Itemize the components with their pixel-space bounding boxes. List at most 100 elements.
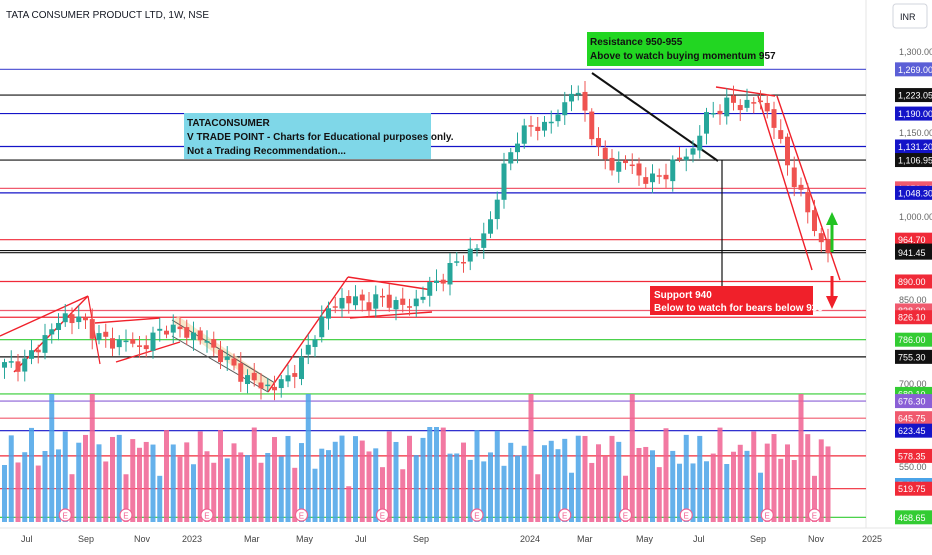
volume-bar — [427, 427, 433, 522]
volume-bar — [535, 474, 541, 522]
candle-body — [656, 175, 662, 177]
candle-body — [305, 344, 311, 355]
candle-body — [690, 148, 696, 155]
volume-bar — [494, 430, 500, 522]
currency-button[interactable] — [892, 3, 928, 29]
candle-body — [751, 102, 757, 104]
volume-bar — [292, 467, 298, 522]
volume-bar — [407, 435, 412, 522]
level-label-bg — [895, 153, 932, 168]
volume-bar — [677, 463, 682, 522]
volume-bar — [643, 446, 649, 522]
volume-bar — [305, 394, 311, 522]
volume-bar — [137, 447, 142, 522]
volume-bar — [616, 441, 622, 522]
volume-bar — [258, 462, 264, 522]
info-line-3: Not a Trading Recommendation... — [187, 146, 346, 157]
candle-body — [143, 345, 149, 350]
candle-body — [677, 157, 682, 160]
resistance-annotation-box[interactable]: Resistance 950-955 Above to watch buying… — [587, 32, 776, 66]
level-label: 468.65 — [898, 513, 926, 523]
time-axis[interactable]: Jul Sep Nov 2023 Mar May Jul Sep 2024 Ma… — [21, 534, 882, 544]
candle-body — [312, 339, 318, 347]
support-line-2: Below to watch for bears below 935 — [654, 303, 823, 314]
candle-body — [764, 102, 770, 112]
level-label: 578.35 — [898, 451, 926, 461]
volume-bar — [123, 474, 129, 522]
volume-bar — [697, 435, 703, 522]
candle-body — [785, 136, 790, 166]
volume-bar — [299, 443, 304, 522]
earnings-icon — [294, 508, 309, 522]
rising-wedge-top — [0, 295, 89, 337]
candle-body — [123, 340, 129, 343]
level-label-bg — [895, 349, 932, 364]
candle-body — [636, 163, 642, 176]
volume-bar — [197, 431, 203, 522]
level-label-bg — [895, 423, 932, 438]
candle-body — [393, 300, 399, 310]
earnings-icon-letter: E — [299, 512, 304, 521]
earnings-icon — [807, 508, 822, 522]
candle-body — [42, 335, 48, 353]
level-label-bg — [895, 310, 932, 325]
earnings-icon — [58, 508, 72, 522]
candle-body — [481, 233, 487, 248]
currency-label: INR — [900, 12, 916, 22]
volume-bar — [231, 443, 237, 522]
price-tick: 1,300.00 — [899, 47, 932, 57]
volume-bar — [116, 434, 122, 522]
candle-body — [204, 341, 210, 343]
time-label: Sep — [750, 534, 766, 544]
level-label-bg — [895, 245, 932, 260]
candle-body — [623, 160, 628, 164]
candle-body — [150, 332, 156, 351]
volume-bar — [798, 394, 804, 522]
candle-body — [744, 99, 750, 108]
candle-body — [15, 361, 21, 372]
candle-body — [400, 298, 406, 305]
candle-body — [427, 281, 433, 296]
flag-lower-line — [349, 311, 433, 319]
candle-body — [488, 219, 493, 234]
volume-bar — [785, 444, 790, 522]
volume-bar — [245, 455, 250, 522]
candle-body — [731, 95, 736, 103]
volume-bar — [690, 463, 696, 522]
candle-body — [616, 161, 622, 172]
candle-body — [528, 125, 534, 127]
volume-bar — [326, 450, 331, 522]
candle-body — [245, 375, 250, 385]
level-label-bg — [895, 481, 932, 496]
candle-body — [575, 92, 581, 95]
candle-body — [211, 338, 217, 348]
volume-bar — [589, 462, 595, 522]
level-label: 676.30 — [898, 397, 926, 407]
volume-bar — [49, 394, 55, 522]
candle-body — [791, 167, 797, 188]
volume-bar — [596, 444, 601, 522]
candle-body — [609, 157, 615, 171]
volume-bar — [157, 475, 163, 522]
level-label-bg — [895, 62, 932, 77]
top-channel-line — [715, 86, 776, 97]
candle-body — [157, 328, 163, 331]
candle-body — [663, 174, 669, 180]
candle-body — [413, 298, 419, 307]
volume-bar — [15, 462, 21, 522]
volume-bar — [103, 461, 109, 522]
volume-bar — [744, 450, 750, 522]
level-label: 826.10 — [898, 313, 926, 323]
info-annotation-box[interactable]: TATACONSUMER V TRADE POINT - Charts for … — [184, 113, 454, 159]
earnings-icon — [119, 508, 133, 522]
earnings-icon-letter: E — [812, 512, 817, 521]
candle-body — [737, 105, 743, 111]
candle-body — [521, 125, 527, 144]
price-candles — [2, 81, 831, 401]
level-label: 1,223.05 — [898, 91, 932, 101]
candle-body — [265, 384, 271, 387]
support-annotation-box[interactable]: Support 940 Below to watch for bears bel… — [650, 286, 823, 315]
candle-body — [447, 263, 453, 285]
